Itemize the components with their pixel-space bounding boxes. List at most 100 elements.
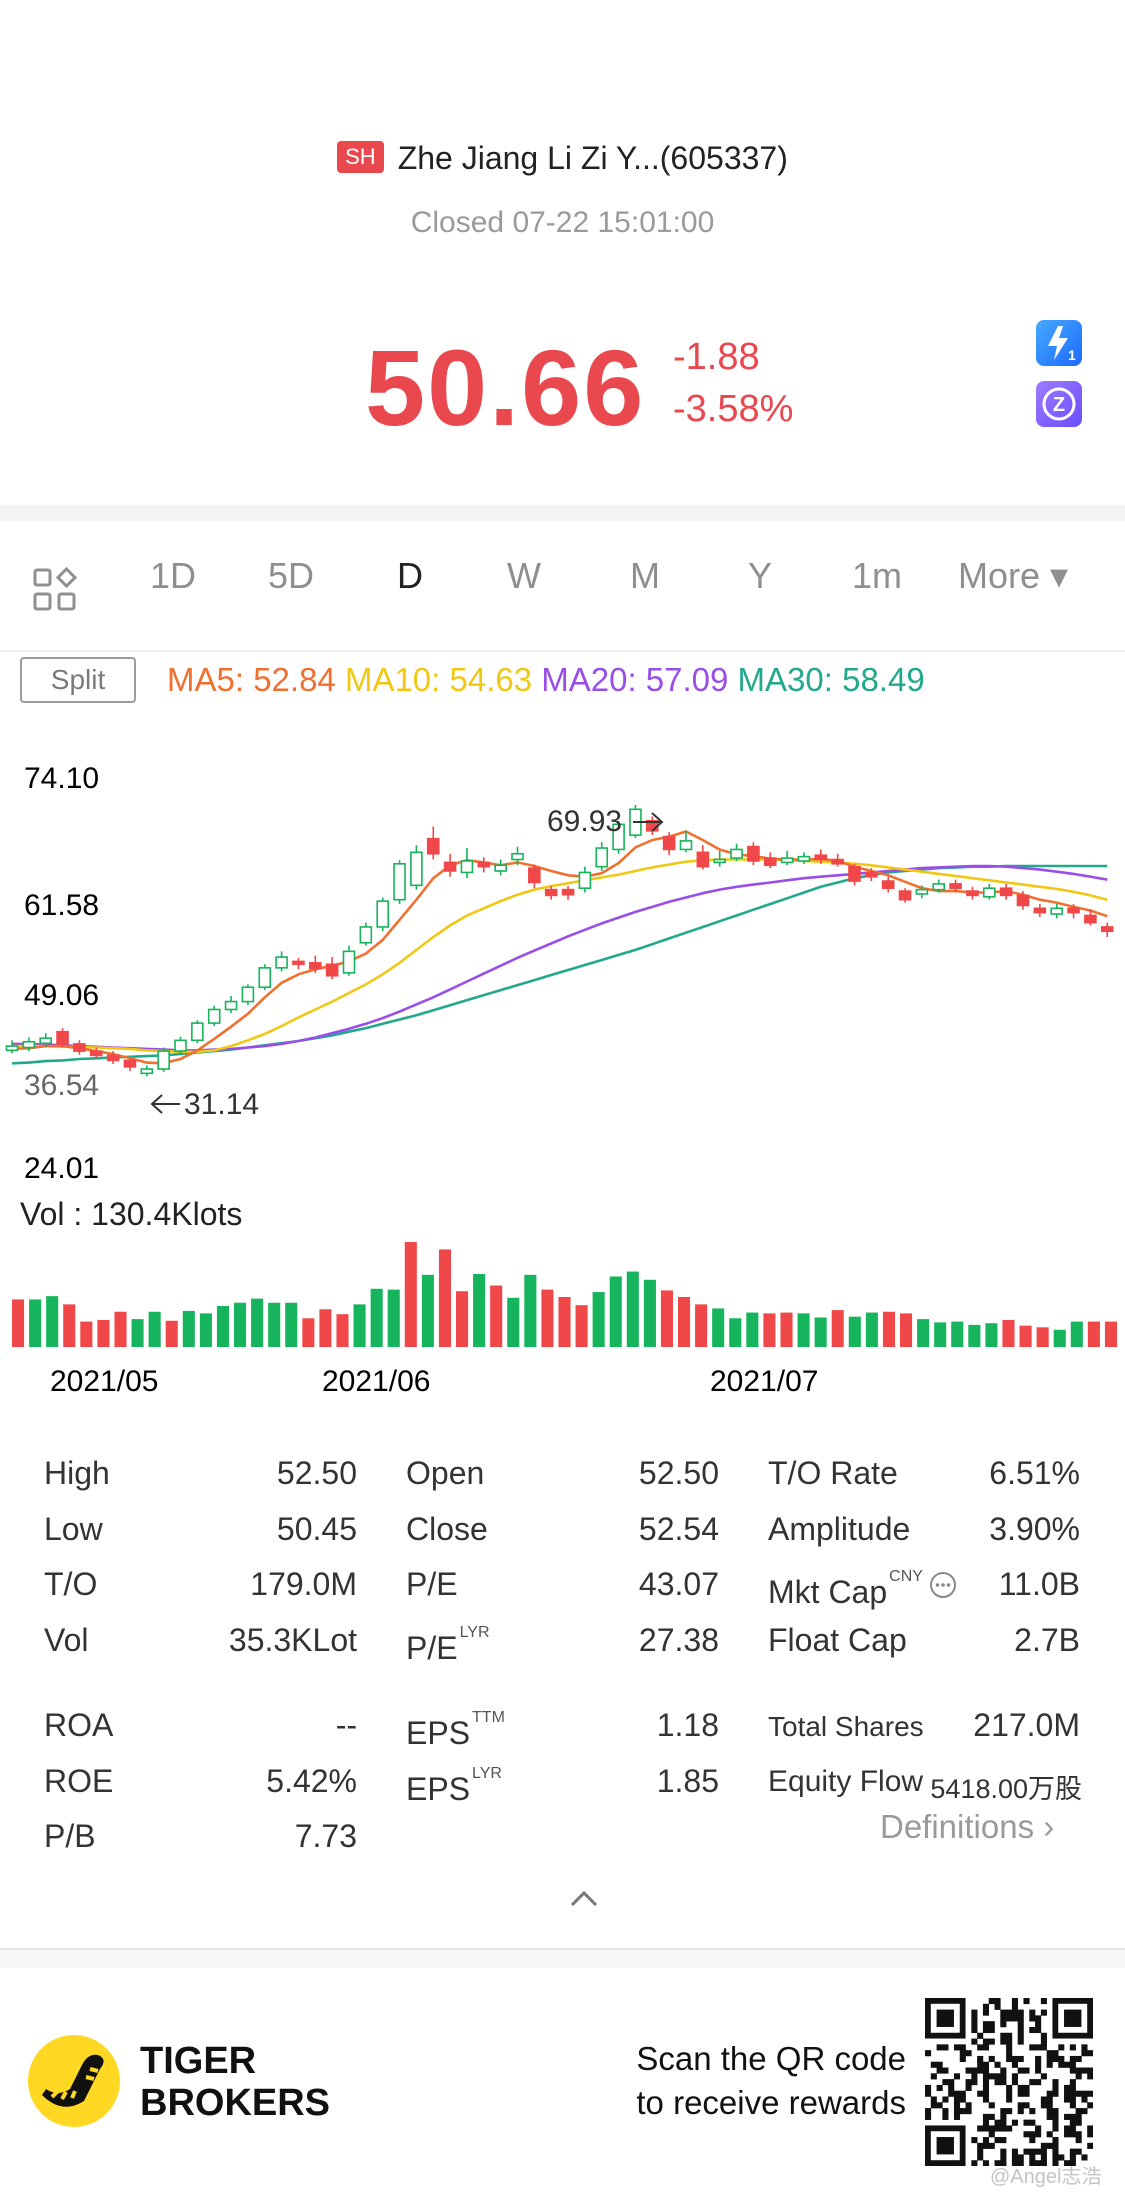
stat-label-turnover: T/O bbox=[44, 1566, 98, 1602]
definitions-link[interactable]: Definitions › bbox=[880, 1808, 1055, 1845]
tab-more[interactable]: More ▾ bbox=[958, 555, 1069, 596]
split-button[interactable]: Split bbox=[20, 657, 136, 703]
tabs-divider bbox=[0, 650, 1125, 652]
stat-value-roe: 5.42% bbox=[266, 1763, 357, 1799]
section-divider bbox=[0, 505, 1125, 521]
stat-label-low: Low bbox=[44, 1511, 103, 1547]
y-tick-label: 61.58 bbox=[24, 889, 99, 922]
x-tick-label: 2021/07 bbox=[710, 1365, 818, 1398]
stat-label-roe: ROE bbox=[44, 1763, 114, 1799]
candlestick bbox=[881, 876, 895, 893]
level1-quote-icon[interactable]: 1 bbox=[1036, 320, 1082, 366]
tab-w[interactable]: W bbox=[507, 555, 541, 596]
candlestick bbox=[477, 857, 491, 873]
scan-text-line2: to receive rewards bbox=[636, 2084, 906, 2121]
stat-value-open: 52.50 bbox=[638, 1455, 719, 1491]
tab-1m[interactable]: 1m bbox=[852, 555, 903, 596]
candlestick bbox=[410, 845, 423, 890]
candlestick bbox=[932, 879, 946, 893]
candlestick bbox=[73, 1040, 86, 1055]
ma20-line bbox=[12, 864, 1108, 1052]
more-info-icon[interactable] bbox=[928, 1570, 958, 1600]
volume-bar bbox=[353, 1304, 366, 1347]
volume-bar bbox=[558, 1296, 571, 1347]
candlestick bbox=[696, 845, 710, 870]
volume-bar bbox=[319, 1309, 332, 1347]
stat-label-high: High bbox=[44, 1455, 110, 1491]
footer-divider bbox=[0, 1948, 1125, 1950]
candlestick bbox=[460, 848, 474, 879]
lightning-icon: 1 bbox=[1048, 326, 1076, 363]
x-tick-label: 2021/05 bbox=[50, 1365, 158, 1398]
volume-bar bbox=[404, 1242, 417, 1347]
volume-bar bbox=[609, 1276, 622, 1347]
candlestick bbox=[763, 852, 777, 869]
tab-y[interactable]: Y bbox=[748, 555, 773, 596]
footer-band bbox=[0, 1950, 1125, 1968]
candlestick bbox=[982, 883, 996, 900]
tab-m[interactable]: M bbox=[630, 555, 660, 596]
candlestick bbox=[191, 1020, 204, 1044]
candlestick bbox=[494, 859, 507, 876]
qr-code-icon[interactable] bbox=[925, 1998, 1093, 2166]
stat-label-vol: Vol bbox=[44, 1622, 89, 1658]
stat-label-amplitude: Amplitude bbox=[768, 1511, 911, 1547]
exchange-badge: SH bbox=[337, 140, 384, 173]
volume-bar bbox=[199, 1313, 212, 1347]
candlestick bbox=[325, 957, 339, 980]
volume-bar bbox=[1053, 1329, 1066, 1347]
volume-bar bbox=[951, 1321, 964, 1347]
candlestick bbox=[443, 853, 457, 877]
stat-value-eps-ttm: 1.18 bbox=[656, 1707, 719, 1743]
tab-5d[interactable]: 5D bbox=[268, 555, 315, 596]
stat-label-eps-ttm: EPS TTM bbox=[406, 1709, 505, 1751]
candlestick bbox=[106, 1051, 120, 1064]
y-tick-label: 74.10 bbox=[24, 762, 99, 795]
volume-bar bbox=[251, 1298, 264, 1347]
volume-bar bbox=[473, 1274, 486, 1347]
volume-bar bbox=[114, 1311, 127, 1347]
low-annotation: 31.14 bbox=[184, 1088, 259, 1121]
volume-bar bbox=[660, 1290, 673, 1347]
stat-value-amplitude: 3.90% bbox=[989, 1511, 1080, 1547]
chevron-up-icon[interactable] bbox=[566, 1887, 602, 1911]
candlestick bbox=[224, 995, 238, 1014]
stat-label-to-rate: T/O Rate bbox=[768, 1455, 898, 1491]
tab-1d[interactable]: 1D bbox=[150, 555, 197, 596]
svg-text:1: 1 bbox=[1068, 347, 1076, 363]
candlestick bbox=[207, 1005, 221, 1026]
tiger-brokers-logo bbox=[28, 2035, 120, 2127]
candlestick bbox=[797, 852, 811, 864]
volume-bar bbox=[29, 1299, 42, 1347]
high-annotation: 69.93 bbox=[547, 805, 622, 838]
candlestick bbox=[662, 832, 676, 856]
candlestick bbox=[780, 850, 794, 866]
volume-bar bbox=[524, 1274, 537, 1347]
ma5-polyline bbox=[11, 830, 1108, 1065]
volume-bar bbox=[421, 1274, 434, 1347]
ma30-line bbox=[11, 864, 1108, 1065]
stat-value-low: 50.45 bbox=[276, 1511, 357, 1547]
candlestick bbox=[1033, 903, 1047, 917]
ma5-line bbox=[11, 830, 1108, 1065]
candlestick bbox=[174, 1036, 187, 1055]
volume-bar bbox=[97, 1319, 110, 1347]
ma30-polyline bbox=[11, 864, 1108, 1065]
market-status: Closed 07-22 15:01:00 bbox=[410, 206, 715, 239]
watermark: @Angel志浩 bbox=[990, 2166, 1102, 2188]
stat-value-mkt-cap: 11.0B bbox=[998, 1566, 1080, 1602]
stat-label-total-shares: Total Shares bbox=[768, 1711, 924, 1742]
layout-grid-icon[interactable] bbox=[32, 567, 78, 613]
candlestick bbox=[831, 853, 844, 867]
last-price: 50.66 bbox=[365, 327, 646, 448]
stat-value-total-shares: 217.0M bbox=[973, 1707, 1080, 1743]
volume-bar bbox=[985, 1323, 998, 1347]
tab-d[interactable]: D bbox=[397, 555, 423, 596]
stat-label-pe: P/E bbox=[406, 1566, 458, 1602]
candlestick bbox=[426, 826, 440, 860]
price-chart[interactable]: 74.10 61.58 49.06 36.54 24.01 69.93 31.1… bbox=[0, 740, 1125, 1400]
z-quote-icon[interactable]: Z bbox=[1036, 381, 1082, 427]
stock-title-row: SH Zhe Jiang Li Zi Y...(605337) bbox=[0, 140, 1125, 177]
stat-label-float-cap: Float Cap bbox=[768, 1622, 907, 1658]
candlestick bbox=[730, 843, 743, 861]
